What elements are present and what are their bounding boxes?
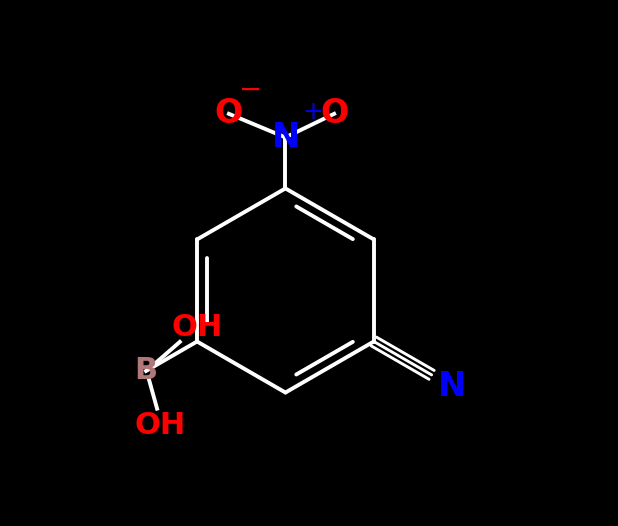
Text: OH: OH — [135, 411, 186, 440]
Text: N: N — [271, 121, 300, 154]
Text: −: − — [239, 76, 263, 104]
Text: O: O — [215, 97, 243, 130]
Text: O: O — [320, 97, 349, 130]
Text: +: + — [302, 100, 323, 124]
Text: B: B — [135, 357, 158, 386]
Text: OH: OH — [171, 313, 222, 342]
Text: N: N — [438, 370, 466, 403]
